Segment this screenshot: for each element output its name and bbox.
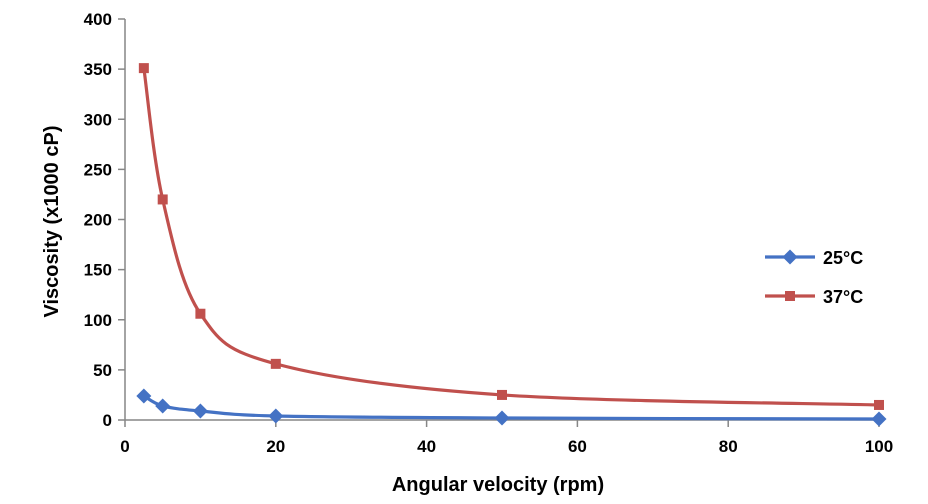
y-tick-label: 100 — [84, 311, 112, 330]
series-layer — [136, 63, 887, 427]
data-point — [494, 410, 510, 426]
x-tick-label: 60 — [568, 437, 587, 456]
y-tick-label: 150 — [84, 261, 112, 280]
data-point — [270, 358, 281, 369]
series-2 — [138, 63, 884, 410]
legend-label: 37°C — [823, 287, 863, 307]
legend-label: 25°C — [823, 248, 863, 268]
series-line — [142, 67, 880, 407]
data-point — [192, 403, 208, 419]
data-point — [268, 408, 284, 424]
y-tick-label: 0 — [103, 411, 112, 430]
x-tick-label: 40 — [417, 437, 436, 456]
series-1 — [136, 388, 887, 427]
legend-item: 25°C — [765, 248, 863, 268]
x-tick-label: 0 — [120, 437, 129, 456]
y-tick-label: 250 — [84, 160, 112, 179]
legend: 25°C 37°C — [765, 248, 863, 307]
x-ticks: 0 20 40 60 80 100 — [120, 420, 893, 456]
data-point — [155, 398, 171, 414]
legend-marker — [785, 291, 795, 301]
legend-marker — [782, 249, 798, 265]
data-point — [497, 389, 507, 400]
x-tick-label: 20 — [266, 437, 285, 456]
data-point — [874, 399, 884, 410]
y-ticks: 0 50 100 150 200 250 300 350 400 — [84, 10, 125, 430]
data-point — [871, 411, 887, 427]
data-point — [195, 308, 206, 319]
x-tick-label: 100 — [865, 437, 893, 456]
axes — [124, 19, 879, 421]
y-axis-title: Viscosity (x1000 cP) — [41, 126, 63, 318]
y-tick-label: 400 — [84, 10, 112, 29]
y-tick-label: 350 — [84, 60, 112, 79]
y-tick-label: 50 — [93, 361, 112, 380]
series-line — [143, 394, 880, 421]
legend-item: 37°C — [765, 287, 863, 307]
x-axis-title: Angular velocity (rpm) — [392, 474, 604, 496]
y-tick-label: 300 — [84, 110, 112, 129]
y-tick-label: 200 — [84, 211, 112, 230]
x-tick-label: 80 — [719, 437, 738, 456]
data-point — [138, 63, 149, 74]
data-point — [136, 388, 152, 404]
data-point — [157, 194, 168, 205]
